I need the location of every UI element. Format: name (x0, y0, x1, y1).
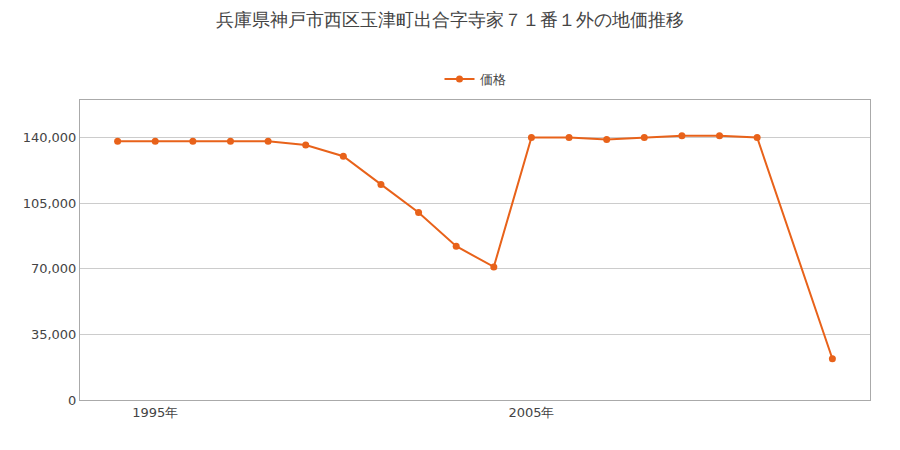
svg-text:1995年: 1995年 (132, 405, 178, 420)
svg-text:140,000: 140,000 (23, 130, 77, 145)
svg-text:105,000: 105,000 (23, 196, 77, 211)
svg-text:価格: 価格 (480, 72, 506, 87)
svg-text:兵庫県神戸市西区玉津町出合字寺家７１番１外の地価推移: 兵庫県神戸市西区玉津町出合字寺家７１番１外の地価推移 (216, 9, 684, 30)
svg-text:70,000: 70,000 (31, 261, 77, 276)
svg-text:2005年: 2005年 (508, 405, 554, 420)
svg-text:35,000: 35,000 (31, 327, 77, 342)
svg-text:0: 0 (68, 393, 76, 408)
